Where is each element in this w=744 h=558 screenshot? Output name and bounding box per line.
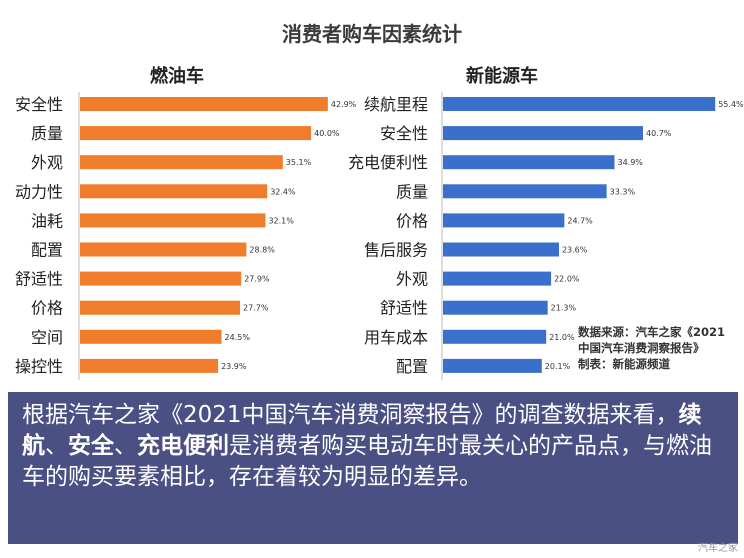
right-chart-title: 新能源车 <box>466 66 538 87</box>
summary-panel: 根据汽车之家《2021中国汽车消费洞察报告》的调查数据来看，续航、安全、充电便利… <box>8 392 738 544</box>
fuel-data-label: 27.9% <box>244 275 270 284</box>
ev-bar <box>443 126 643 141</box>
ev-data-label: 22.0% <box>554 275 580 284</box>
fuel-data-label: 32.4% <box>270 187 296 196</box>
ev-category-label: 售后服务 <box>364 241 428 260</box>
fuel-bar <box>80 126 312 141</box>
source-line-2: 中国汽车消费洞察报告》 <box>578 341 705 355</box>
summary-text-2: 、 <box>45 433 68 459</box>
watermark: 汽车之家 <box>698 543 738 554</box>
fuel-bar <box>80 155 283 170</box>
summary-text-1: 根据汽车之家《2021中国汽车消费洞察报告》的调查数据来看， <box>22 402 679 428</box>
summary-bold-2: 安全 <box>68 433 114 459</box>
fuel-bar <box>80 358 219 373</box>
ev-category-label: 外观 <box>396 270 428 289</box>
ev-data-label: 24.7% <box>567 216 593 225</box>
fuel-data-label: 42.9% <box>331 100 357 109</box>
fuel-bar <box>80 213 266 228</box>
fuel-data-label: 24.5% <box>225 333 251 342</box>
ev-category-label: 用车成本 <box>364 328 428 347</box>
ev-bar <box>443 242 559 257</box>
fuel-category-label: 空间 <box>31 328 63 347</box>
ev-category-label: 舒适性 <box>380 299 428 318</box>
fuel-data-label: 27.7% <box>243 304 269 313</box>
fuel-bar <box>80 242 247 257</box>
fuel-bar <box>80 300 241 315</box>
ev-category-label: 质量 <box>396 182 428 201</box>
fuel-category-label: 油耗 <box>31 211 63 230</box>
bar-charts: 安全性 42.9% 质量 40.0% 外观 35.1% 动力性 32.4% 油耗 32.1% 配置 2… <box>15 92 744 380</box>
ev-category-label: 配置 <box>396 357 428 376</box>
fuel-category-label: 动力性 <box>15 182 63 201</box>
summary-text-4: 是消费者购买电动车时最关心的产品点，与燃油车的购买要素相比，存在着较为明显的差异… <box>22 433 712 490</box>
ev-data-label: 55.4% <box>718 100 744 109</box>
fuel-data-label: 23.9% <box>221 362 247 371</box>
fuel-bar <box>80 271 242 286</box>
page-title: 消费者购车因素统计 <box>282 22 462 46</box>
summary-text-3: 、 <box>114 433 137 459</box>
ev-data-label: 20.1% <box>545 362 571 371</box>
fuel-category-label: 舒适性 <box>15 270 63 289</box>
ev-data-label: 23.6% <box>562 246 588 255</box>
fuel-category-label: 配置 <box>31 241 63 260</box>
fuel-data-label: 40.0% <box>314 129 340 138</box>
ev-category-label: 充电便利性 <box>348 153 428 172</box>
fuel-bar <box>80 97 328 111</box>
ev-bar <box>443 300 548 315</box>
fuel-bar <box>80 329 222 344</box>
ev-bar <box>443 184 607 199</box>
ev-data-label: 21.0% <box>549 333 575 342</box>
fuel-data-label: 28.8% <box>249 246 275 255</box>
fuel-data-label: 35.1% <box>286 158 312 167</box>
ev-bar <box>443 97 716 111</box>
fuel-category-label: 操控性 <box>15 357 63 376</box>
fuel-category-label: 安全性 <box>15 95 63 114</box>
ev-data-label: 21.3% <box>551 304 577 313</box>
fuel-bar <box>80 184 268 199</box>
fuel-data-label: 32.1% <box>268 216 294 225</box>
fuel-category-label: 价格 <box>31 299 63 318</box>
ev-bar <box>443 155 615 170</box>
fuel-category-label: 外观 <box>31 153 63 172</box>
summary-bold-1: 续航 <box>22 402 702 459</box>
left-chart-title: 燃油车 <box>150 66 204 87</box>
ev-bar <box>443 271 552 286</box>
ev-category-label: 价格 <box>396 211 428 230</box>
source-line-1: 数据来源：汽车之家《2021 <box>578 325 726 339</box>
ev-category-label: 安全性 <box>380 124 428 143</box>
data-source-note: 数据来源：汽车之家《2021 中国汽车消费洞察报告》 制表：新能源频道 <box>578 324 725 372</box>
ev-data-label: 34.9% <box>617 158 643 167</box>
fuel-category-label: 质量 <box>31 124 63 143</box>
ev-data-label: 40.7% <box>646 129 672 138</box>
ev-bar <box>443 213 565 228</box>
ev-data-label: 33.3% <box>610 187 636 196</box>
ev-bar <box>443 329 547 344</box>
summary-bold-3: 充电便利 <box>137 433 229 459</box>
ev-category-label: 续航里程 <box>364 95 428 114</box>
source-line-3: 制表：新能源频道 <box>578 357 670 371</box>
ev-bar <box>443 358 542 373</box>
